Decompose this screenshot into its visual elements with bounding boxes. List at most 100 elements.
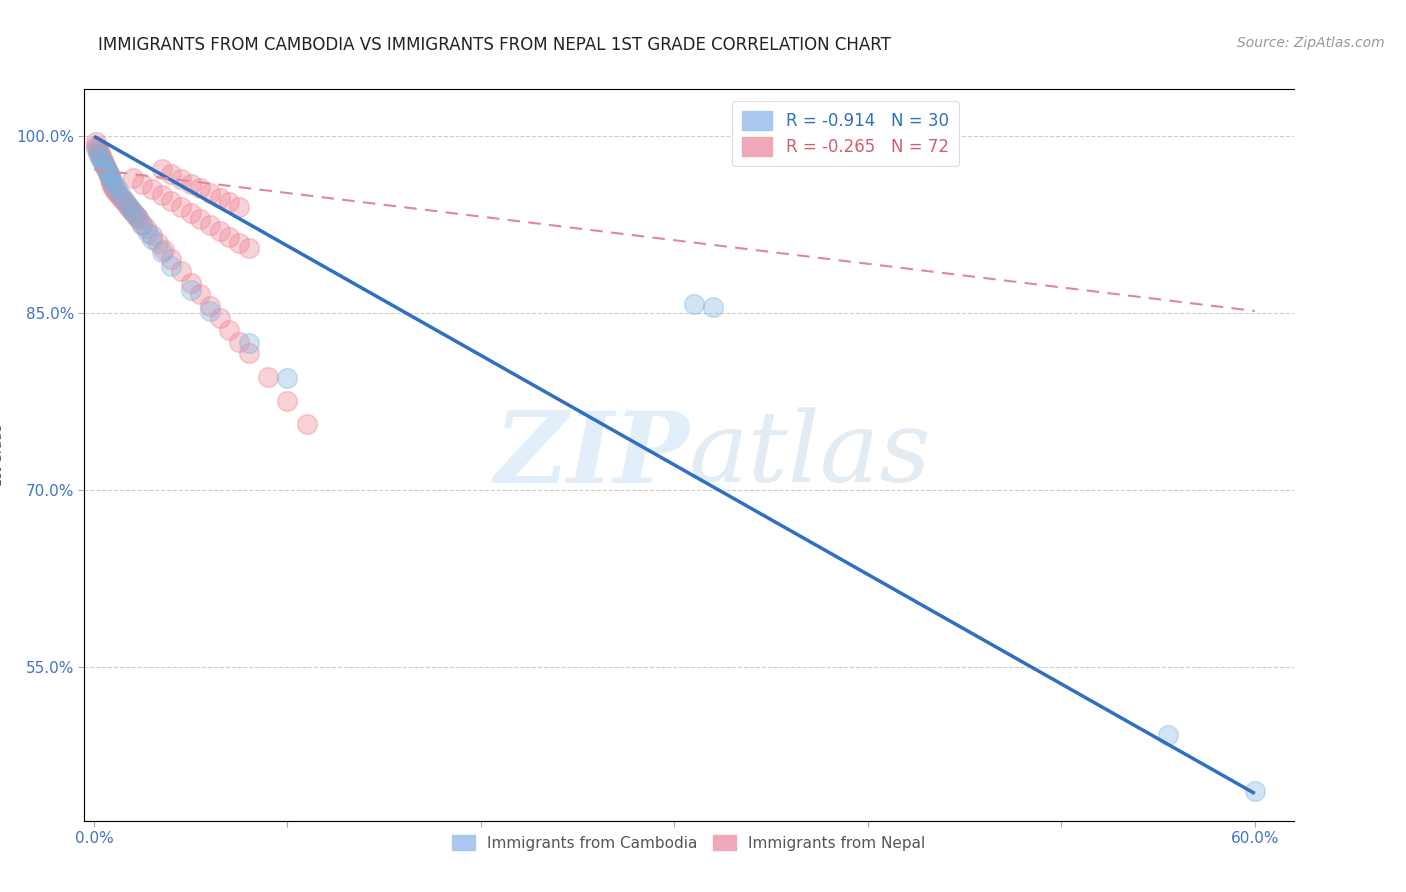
Point <box>98 169 121 183</box>
Point <box>218 323 240 337</box>
Point <box>170 200 193 214</box>
Point <box>118 200 141 214</box>
Point <box>121 170 143 185</box>
Point <box>208 224 231 238</box>
Point <box>150 162 173 177</box>
Point <box>136 226 159 240</box>
Point <box>84 136 107 150</box>
Point <box>104 178 127 193</box>
Point <box>100 172 122 186</box>
Point <box>97 165 120 179</box>
Point <box>295 417 318 432</box>
Point <box>110 188 132 202</box>
Point <box>228 200 250 214</box>
Point <box>124 207 146 221</box>
Point <box>170 264 193 278</box>
Point <box>103 178 125 193</box>
Point <box>180 276 202 290</box>
Point <box>115 198 138 212</box>
Point <box>276 393 298 408</box>
Point <box>110 191 132 205</box>
Point <box>228 235 250 250</box>
Point <box>238 346 260 360</box>
Point <box>160 259 183 273</box>
Point <box>228 334 250 349</box>
Point <box>114 194 136 209</box>
Point <box>218 195 240 210</box>
Text: Source: ZipAtlas.com: Source: ZipAtlas.com <box>1237 36 1385 50</box>
Point <box>198 218 221 232</box>
Point <box>198 186 221 200</box>
Point <box>190 211 212 226</box>
Point <box>89 151 111 165</box>
Point <box>112 193 135 207</box>
Text: IMMIGRANTS FROM CAMBODIA VS IMMIGRANTS FROM NEPAL 1ST GRADE CORRELATION CHART: IMMIGRANTS FROM CAMBODIA VS IMMIGRANTS F… <box>98 36 891 54</box>
Point <box>170 172 193 186</box>
Point <box>160 194 183 209</box>
Point <box>98 169 121 184</box>
Point <box>150 188 173 202</box>
Point <box>180 206 202 220</box>
Point <box>131 217 153 231</box>
Point <box>682 297 704 311</box>
Point <box>150 245 173 260</box>
Point <box>160 167 183 181</box>
Point <box>94 162 117 177</box>
Point <box>238 335 260 350</box>
Point <box>218 229 240 244</box>
Point <box>180 283 202 297</box>
Point <box>131 177 153 191</box>
Point <box>105 182 128 196</box>
Point <box>276 371 298 385</box>
Point <box>100 174 122 188</box>
Point <box>84 138 107 153</box>
Point <box>105 186 128 200</box>
Point <box>90 151 112 165</box>
Point <box>135 221 157 235</box>
Point <box>103 181 125 195</box>
Point <box>97 165 120 179</box>
Point <box>118 200 141 214</box>
Point <box>198 299 221 313</box>
Point <box>89 148 111 162</box>
Point <box>141 228 163 243</box>
Point <box>131 218 153 232</box>
Point <box>103 175 125 189</box>
Point <box>141 232 163 246</box>
Point <box>90 153 112 167</box>
Point <box>98 172 121 186</box>
Point <box>93 158 115 172</box>
Point <box>190 287 212 301</box>
Point <box>87 144 110 158</box>
Point <box>208 191 231 205</box>
Point <box>160 252 183 266</box>
Legend: Immigrants from Cambodia, Immigrants from Nepal: Immigrants from Cambodia, Immigrants fro… <box>446 829 932 857</box>
Point <box>257 370 280 384</box>
Point <box>89 145 111 160</box>
Point <box>97 167 120 181</box>
Point <box>100 177 122 191</box>
Point <box>190 181 212 195</box>
Point <box>1157 727 1180 741</box>
Point <box>141 182 163 196</box>
Point <box>90 154 112 169</box>
Point <box>198 304 221 318</box>
Point <box>104 184 127 198</box>
Point <box>125 210 148 224</box>
Point <box>93 155 115 169</box>
Point <box>87 141 110 155</box>
Point <box>94 160 117 174</box>
Point <box>114 195 136 210</box>
Point <box>121 205 143 219</box>
Point <box>120 202 142 217</box>
Point <box>180 177 202 191</box>
Point <box>87 147 110 161</box>
Point <box>152 243 174 257</box>
Point <box>702 301 724 315</box>
Point <box>208 311 231 326</box>
Point <box>94 161 117 176</box>
Text: atlas: atlas <box>689 408 932 502</box>
Point <box>238 242 260 256</box>
Point <box>121 205 143 219</box>
Point <box>93 158 115 172</box>
